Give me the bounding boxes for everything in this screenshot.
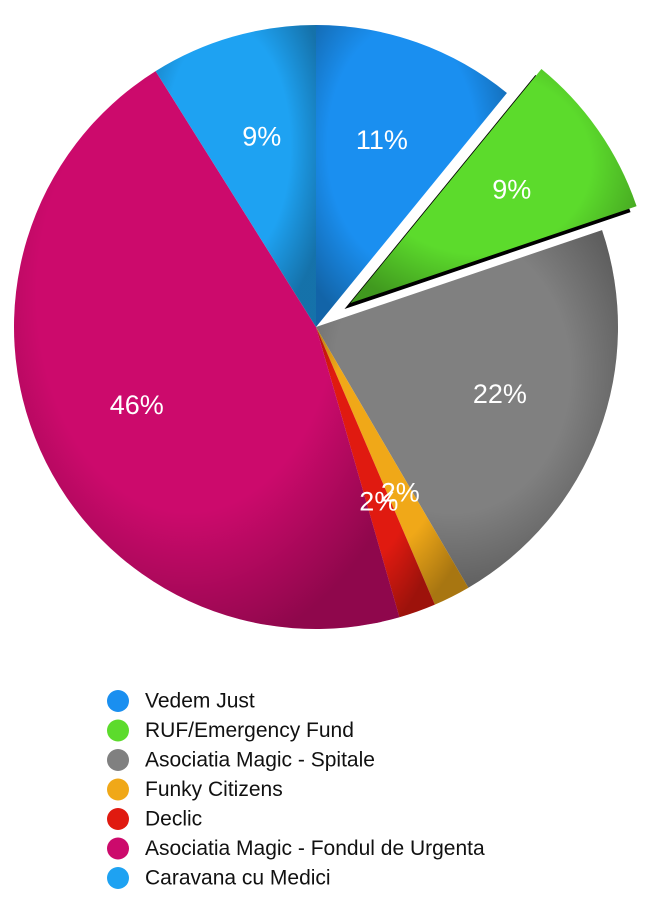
legend-label: Vedem Just [145,690,255,713]
legend-swatch [107,808,129,830]
legend-swatch [107,719,129,742]
legend-swatch [107,749,129,771]
legend-label: Asociatia Magic - Spitale [145,749,375,772]
legend-swatch [107,778,129,801]
value-label: 9% [242,121,281,151]
legend-label: Asociatia Magic - Fondul de Urgenta [145,837,485,860]
value-label: 2% [359,487,398,517]
value-label: 22% [473,379,527,409]
value-label: 2% [381,477,420,507]
pie [14,24,637,629]
slice-shade [316,327,469,605]
legend-swatch [107,837,129,860]
legend-swatch [107,690,129,712]
slice-shade [316,230,618,588]
value-label: 46% [110,390,164,420]
legend: Vedem Just RUF/Emergency Fund Asociatia Ma… [107,690,485,890]
legend-label: Caravana cu Medici [145,867,331,890]
value-label: 11% [356,125,408,155]
slice-shade [14,71,400,629]
labels: 11% 9% 22% 2%2% 46% 9% [110,121,532,516]
legend-label: Funky Citizens [145,778,283,801]
slice-shade [316,327,435,618]
slice-shade [316,25,507,327]
legend-swatch [107,867,129,889]
slice-shade [155,24,316,327]
legend-label: Declic [145,808,202,831]
slice-shade [350,69,637,304]
value-label: 9% [492,174,531,204]
legend-label: RUF/Emergency Fund [145,719,354,742]
